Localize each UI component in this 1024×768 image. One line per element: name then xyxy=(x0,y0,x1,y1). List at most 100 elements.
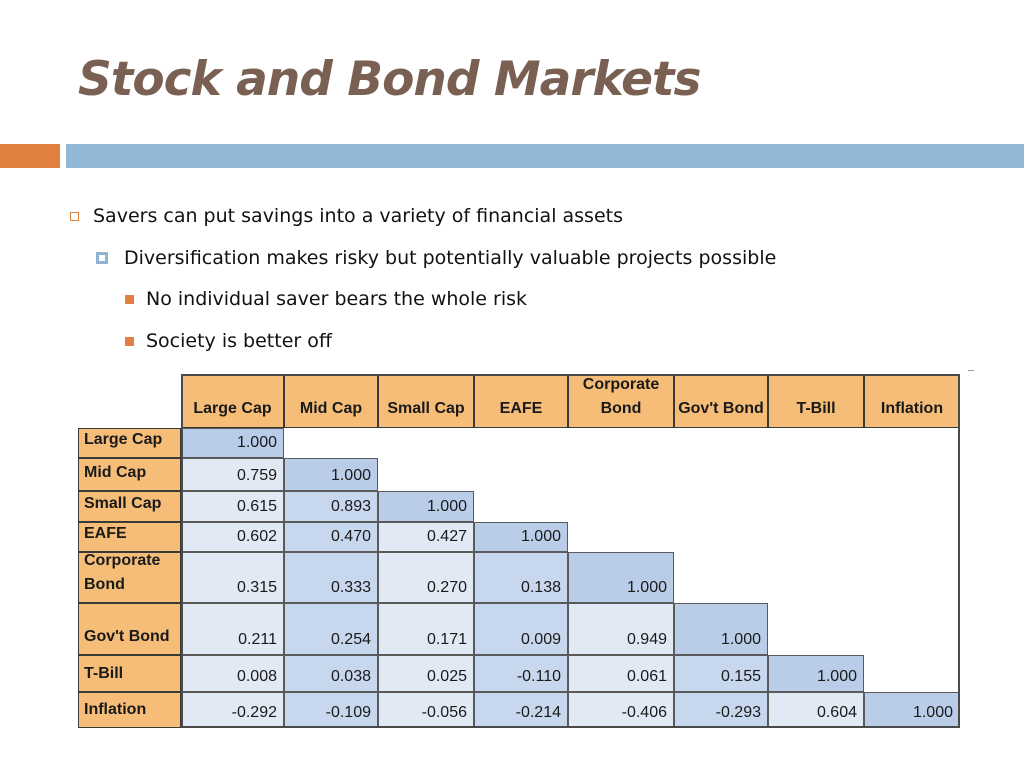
row-header-text: T-Bill xyxy=(84,665,124,682)
table-cell-text: -0.406 xyxy=(621,704,667,721)
bullet-level-3: Society is better off xyxy=(125,330,332,352)
table-cell-text: 0.470 xyxy=(330,528,371,545)
table-cell-text: -0.109 xyxy=(325,704,371,721)
bullet-text: Diversification makes risky but potentia… xyxy=(124,247,777,269)
slide-title: Stock and Bond Markets xyxy=(78,52,701,107)
column-header: Inflation xyxy=(864,374,960,428)
column-header-text: EAFE xyxy=(499,400,543,417)
table-cell-text: 0.427 xyxy=(426,528,467,545)
column-header: T-Bill xyxy=(768,374,864,428)
table-cell-text: 0.893 xyxy=(330,498,371,515)
table-cell: 1.000 xyxy=(181,428,284,458)
row-header: Corporate Bond xyxy=(78,552,181,603)
column-header-text: Corporate Bond xyxy=(582,376,660,417)
table-cell: 0.333 xyxy=(284,552,378,603)
column-header: Large Cap xyxy=(181,374,284,428)
table-cell: 0.949 xyxy=(568,603,674,655)
table-cell-text: 0.038 xyxy=(330,668,371,685)
table-cell-text: 0.333 xyxy=(330,579,371,596)
row-header: T-Bill xyxy=(78,655,181,692)
table-cell: 0.025 xyxy=(378,655,474,692)
table-cell: 0.138 xyxy=(474,552,568,603)
table-cell-text: -0.056 xyxy=(421,704,467,721)
table-cell: 1.000 xyxy=(674,603,768,655)
row-header-text: Large Cap xyxy=(84,431,163,448)
table-cell-text: 1.000 xyxy=(330,467,371,484)
row-header-text: Inflation xyxy=(84,701,147,718)
row-header: EAFE xyxy=(78,522,181,552)
table-cell-text: -0.292 xyxy=(231,704,277,721)
table-cell-text: 0.602 xyxy=(236,528,277,545)
table-cell: 0.038 xyxy=(284,655,378,692)
table-cell: 0.254 xyxy=(284,603,378,655)
row-header: Large Cap xyxy=(78,428,181,458)
accent-bar-blue xyxy=(66,144,1024,168)
table-cell-text: 1.000 xyxy=(912,704,953,721)
table-cell-text: 0.604 xyxy=(816,704,857,721)
row-header-text: EAFE xyxy=(84,525,127,542)
table-cell: -0.292 xyxy=(181,692,284,728)
bullet-text: Society is better off xyxy=(146,330,332,352)
table-cell: 1.000 xyxy=(568,552,674,603)
table-cell: 0.211 xyxy=(181,603,284,655)
table-cell-text: 0.171 xyxy=(426,631,467,648)
table-cell: 1.000 xyxy=(768,655,864,692)
hollow-square-icon xyxy=(70,211,79,221)
table-cell: -0.110 xyxy=(474,655,568,692)
table-cell: 0.061 xyxy=(568,655,674,692)
accent-bar-orange xyxy=(0,144,60,168)
divider-mark xyxy=(968,370,974,371)
bullet-level-1: Savers can put savings into a variety of… xyxy=(70,205,623,227)
column-header-text: Inflation xyxy=(880,400,944,417)
table-cell: -0.056 xyxy=(378,692,474,728)
table-cell: 0.759 xyxy=(181,458,284,491)
table-cell-text: -0.110 xyxy=(516,668,561,685)
orange-square-icon xyxy=(125,336,134,346)
correlation-table: Large Cap Mid Cap Small Cap EAFE Corporate B… xyxy=(78,374,960,728)
row-header-text: Small Cap xyxy=(84,495,162,512)
row-header-text: Mid Cap xyxy=(84,464,147,481)
row-header: Mid Cap xyxy=(78,458,181,491)
table-cell-text: -0.214 xyxy=(515,704,561,721)
table-cell: -0.293 xyxy=(674,692,768,728)
table-cell: 0.602 xyxy=(181,522,284,552)
table-cell: 0.893 xyxy=(284,491,378,522)
table-cell: -0.406 xyxy=(568,692,674,728)
column-header-text: Gov't Bond xyxy=(678,400,764,417)
column-header: Mid Cap xyxy=(284,374,378,428)
table-cell-text: 0.949 xyxy=(626,631,667,648)
table-cell: 0.155 xyxy=(674,655,768,692)
table-cell: -0.214 xyxy=(474,692,568,728)
column-header: Gov't Bond xyxy=(674,374,768,428)
table-cell: 0.270 xyxy=(378,552,474,603)
table-cell-text: 1.000 xyxy=(520,528,561,545)
column-header: EAFE xyxy=(474,374,568,428)
table-cell: 1.000 xyxy=(474,522,568,552)
table-cell-text: -0.293 xyxy=(715,704,761,721)
table-cell: 0.615 xyxy=(181,491,284,522)
column-header-text: Small Cap xyxy=(387,400,465,417)
row-header: Small Cap xyxy=(78,491,181,522)
table-cell: 0.315 xyxy=(181,552,284,603)
table-cell: 0.171 xyxy=(378,603,474,655)
table-cell-text: 0.270 xyxy=(426,579,467,596)
table-cell-text: 0.254 xyxy=(330,631,371,648)
table-cell-text: 0.155 xyxy=(720,668,761,685)
table-cell: -0.109 xyxy=(284,692,378,728)
table-cell-text: 0.138 xyxy=(520,579,561,596)
table-cell: 1.000 xyxy=(864,692,960,728)
table-cell: 0.427 xyxy=(378,522,474,552)
table-cell-text: 0.009 xyxy=(520,631,561,648)
column-header-text: Large Cap xyxy=(193,400,272,417)
row-header-text: Corporate Bond xyxy=(84,552,161,593)
column-header-text: T-Bill xyxy=(796,400,836,417)
table-cell: 0.604 xyxy=(768,692,864,728)
table-cell-text: 1.000 xyxy=(816,668,857,685)
table-cell-text: 1.000 xyxy=(236,434,277,451)
table-cell: 0.008 xyxy=(181,655,284,692)
table-cell: 1.000 xyxy=(378,491,474,522)
table-cell-text: 0.025 xyxy=(426,668,467,685)
table-cell-text: 0.008 xyxy=(236,668,277,685)
bullet-level-3: No individual saver bears the whole risk xyxy=(125,288,527,310)
bullet-level-2: Diversification makes risky but potentia… xyxy=(96,247,776,269)
